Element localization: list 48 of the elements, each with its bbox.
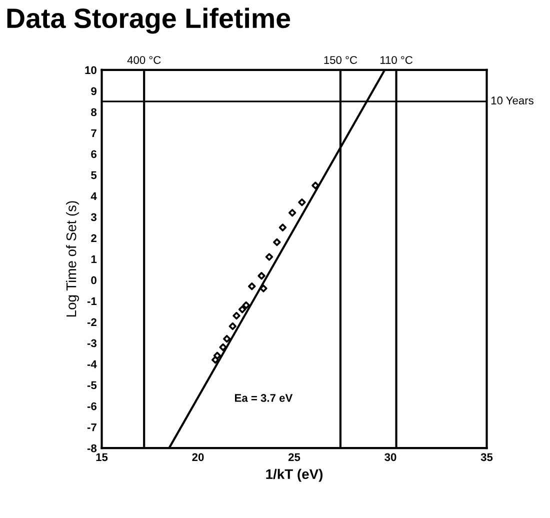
y-tick-label: -2 bbox=[87, 318, 96, 326]
y-tick-label: 6 bbox=[91, 150, 96, 158]
y-tick-label: 0 bbox=[91, 276, 96, 284]
y-tick-label: -3 bbox=[87, 339, 96, 348]
point bbox=[273, 238, 281, 246]
x-tick-label: 15 bbox=[96, 453, 108, 462]
y-tick-label: 3 bbox=[90, 213, 96, 222]
point bbox=[238, 306, 246, 314]
x-tick-label: 35 bbox=[480, 453, 493, 462]
point bbox=[223, 334, 231, 343]
y-tick-label: -7 bbox=[87, 423, 96, 432]
point bbox=[260, 284, 268, 292]
x-tick-label: 30 bbox=[384, 453, 396, 462]
point bbox=[228, 322, 236, 330]
ref-line-label: 400 °C bbox=[127, 56, 161, 64]
ref-line-label: 10 Years bbox=[491, 96, 534, 104]
y-axis-title: Log Time of Set (s) bbox=[66, 201, 79, 317]
y-tick-label: 5 bbox=[91, 171, 97, 180]
y-tick-label: -5 bbox=[87, 381, 97, 390]
x-tick-label: 20 bbox=[192, 453, 204, 462]
point bbox=[288, 208, 296, 217]
point bbox=[219, 343, 227, 352]
ref-line-label: 110 °C bbox=[380, 56, 412, 64]
point bbox=[312, 182, 320, 190]
chart-title: Data Storage Lifetime bbox=[7, 8, 290, 34]
y-tick-label: -4 bbox=[87, 360, 97, 368]
y-tick-label: 4 bbox=[90, 192, 97, 200]
point bbox=[248, 282, 256, 290]
y-tick-label: -1 bbox=[87, 297, 97, 306]
y-tick-label: 7 bbox=[91, 129, 96, 137]
x-tick-label: 25 bbox=[288, 453, 300, 462]
ref-line-label: 150 °C bbox=[324, 56, 358, 64]
y-tick-label: 10 bbox=[85, 66, 96, 74]
y-tick-label: 2 bbox=[91, 234, 96, 242]
point bbox=[278, 224, 287, 232]
y-tick-label: 8 bbox=[91, 108, 97, 116]
point bbox=[232, 312, 240, 320]
point bbox=[265, 253, 274, 261]
point bbox=[242, 301, 250, 310]
point bbox=[211, 356, 220, 364]
y-tick-label: 9 bbox=[91, 87, 96, 96]
y-tick-label: 1 bbox=[91, 255, 97, 264]
point bbox=[258, 272, 266, 280]
annotation: Ea = 3.7 eV bbox=[235, 394, 293, 402]
x-axis-title: 1/kT (eV) bbox=[266, 468, 323, 482]
y-tick-label: -8 bbox=[87, 444, 97, 452]
y-tick-label: -6 bbox=[87, 402, 96, 410]
point bbox=[298, 198, 306, 206]
